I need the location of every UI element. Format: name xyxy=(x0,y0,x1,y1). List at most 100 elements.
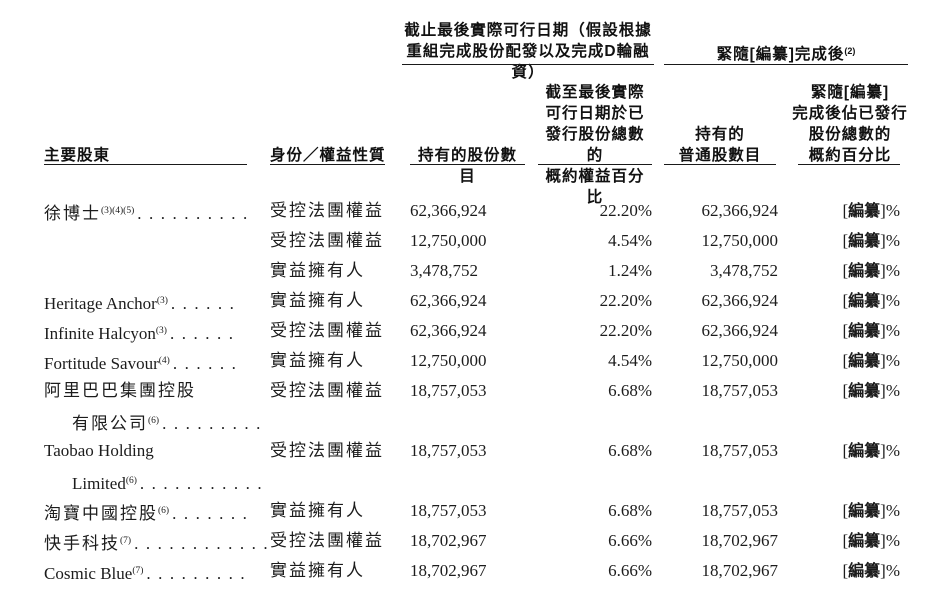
shares-held-cell: 18,757,053 xyxy=(410,441,487,460)
col-header-interest-pct: 截至最後實際 可行日期於已 發行股份總數的 概約權益百分比 xyxy=(545,84,645,206)
shareholder-name-text: Fortitude Savour xyxy=(44,354,159,373)
shareholder-name: 淘寶中國控股(6)....... xyxy=(44,496,254,529)
identity-cell: 受控法團權益 xyxy=(270,201,384,220)
redacted-close-percent: ]% xyxy=(880,291,900,310)
group-header-rule-left xyxy=(402,64,654,65)
table-row: 受控法團權益 12,750,000 4.54% 12,750,000 [編纂]% xyxy=(0,226,942,256)
shareholder-name: Infinite Halcyon(3)...... xyxy=(44,316,240,349)
redacted-label: 編纂 xyxy=(848,443,881,460)
interest-pct-cell: 6.68% xyxy=(608,441,652,460)
group-header-rule-right xyxy=(664,64,908,65)
redacted-open-bracket: [ xyxy=(842,531,849,550)
redacted-label: 編纂 xyxy=(848,353,881,370)
footnote-superscript: (7) xyxy=(132,566,144,576)
redacted-label: 編纂 xyxy=(848,563,881,580)
post-completion-pct-cell: [編纂]% xyxy=(794,196,900,227)
redacted-label: 編纂 xyxy=(848,503,881,520)
interest-pct-cell: 6.66% xyxy=(608,531,652,550)
redacted-close-percent: ]% xyxy=(880,261,900,280)
redacted-open-bracket: [ xyxy=(842,501,849,520)
shareholder-name: Taobao Holding xyxy=(44,436,154,466)
group-header-latest-practicable-date: 截止最後實際可行日期（假設根據 重組完成股份配發以及完成D輪融資） xyxy=(404,22,652,81)
post-completion-pct-cell: [編纂]% xyxy=(794,256,900,287)
redacted-close-percent: ]% xyxy=(880,501,900,520)
redacted-open-bracket: [ xyxy=(842,261,849,280)
shares-held-cell: 3,478,752 xyxy=(410,261,478,280)
interest-pct-cell: 6.68% xyxy=(608,501,652,520)
dot-leader: ...... xyxy=(169,324,241,343)
interest-pct-cell: 6.68% xyxy=(608,381,652,400)
shareholder-name-text: Infinite Halcyon xyxy=(44,324,156,343)
shares-held-cell: 18,757,053 xyxy=(410,501,487,520)
dot-leader: ........... xyxy=(139,474,270,493)
dot-leader: ......... xyxy=(162,414,268,433)
shareholder-name: 快手科技(7)............ xyxy=(44,526,275,559)
ordinary-shares-cell: 12,750,000 xyxy=(701,231,779,250)
redacted-label: 編纂 xyxy=(848,533,881,550)
shares-held-cell: 62,366,924 xyxy=(410,321,487,340)
redacted-open-bracket: [ xyxy=(842,291,849,310)
redacted-close-percent: ]% xyxy=(880,321,900,340)
col-rule-ordinary-shares xyxy=(664,164,776,165)
redacted-label: 編纂 xyxy=(848,323,881,340)
table-row: Taobao Holding Limited(6)........... 受控法團權… xyxy=(0,436,942,496)
redacted-label: 編纂 xyxy=(848,263,881,280)
redacted-label: 編纂 xyxy=(848,203,881,220)
interest-pct-cell: 1.24% xyxy=(608,261,652,280)
post-completion-pct-cell: [編纂]% xyxy=(794,526,900,557)
ordinary-shares-cell: 18,757,053 xyxy=(701,501,779,520)
col-header-major-shareholders: 主要股東 xyxy=(44,147,111,164)
redacted-open-bracket: [ xyxy=(842,201,849,220)
shareholder-name: 阿里巴巴集團控股 xyxy=(44,376,196,406)
table-row: 阿里巴巴集團控股 有限公司(6)......... 受控法團權益 18,757,053… xyxy=(0,376,942,436)
group-header-post-completion: 緊隨[編纂]完成後(2) xyxy=(664,41,908,65)
shares-held-cell: 12,750,000 xyxy=(410,231,487,250)
col-rule-major-shareholders xyxy=(44,164,247,165)
identity-cell: 受控法團權益 xyxy=(270,381,384,400)
post-completion-pct-cell: [編纂]% xyxy=(794,496,900,527)
table-row: Fortitude Savour(4)...... 實益擁有人 12,750,000… xyxy=(0,346,942,376)
interest-pct-cell: 22.20% xyxy=(599,201,652,220)
footnote-superscript: (3) xyxy=(155,326,167,336)
col-header-identity-nature: 身份／權益性質 xyxy=(270,147,386,164)
post-completion-pct-cell: [編纂]% xyxy=(794,316,900,347)
identity-cell: 受控法團權益 xyxy=(270,531,384,550)
footnote-superscript: (6) xyxy=(148,416,160,426)
redacted-label: 編纂 xyxy=(848,293,881,310)
shares-held-cell: 62,366,924 xyxy=(410,291,487,310)
footnote-superscript: (3)(4)(5) xyxy=(101,206,135,216)
shareholder-name: Heritage Anchor(3)...... xyxy=(44,286,241,319)
shareholder-name-text: Heritage Anchor xyxy=(44,294,157,313)
identity-cell: 實益擁有人 xyxy=(270,501,365,520)
interest-pct-cell: 22.20% xyxy=(599,321,652,340)
col-header-ordinary-shares: 持有的 普通股數目 xyxy=(678,126,762,164)
redacted-close-percent: ]% xyxy=(880,531,900,550)
identity-cell: 實益擁有人 xyxy=(270,561,365,580)
shares-held-cell: 18,757,053 xyxy=(410,381,487,400)
redacted-label: 編纂 xyxy=(848,383,881,400)
identity-cell: 受控法團權益 xyxy=(270,231,384,250)
ordinary-shares-cell: 18,757,053 xyxy=(701,381,779,400)
interest-pct-cell: 4.54% xyxy=(608,351,652,370)
shareholder-name-text: 淘寶中國控股 xyxy=(44,504,158,523)
ordinary-shares-cell: 18,757,053 xyxy=(701,441,779,460)
shareholder-name: 徐博士(3)(4)(5).......... xyxy=(44,196,255,229)
post-completion-pct-cell: [編纂]% xyxy=(794,376,900,407)
shares-held-cell: 18,702,967 xyxy=(410,561,487,580)
footnote-superscript: (7) xyxy=(120,536,132,546)
shareholder-name: Fortitude Savour(4)...... xyxy=(44,346,243,379)
table-row: Cosmic Blue(7)......... 實益擁有人 18,702,967 6.… xyxy=(0,556,942,586)
table-row: 快手科技(7)............ 受控法團權益 18,702,967 6.66%… xyxy=(0,526,942,556)
interest-pct-cell: 22.20% xyxy=(599,291,652,310)
col-rule-identity-nature xyxy=(270,164,385,165)
table-row: 實益擁有人 3,478,752 1.24% 3,478,752 [編纂]% xyxy=(0,256,942,286)
col-header-post-completion-pct: 緊隨[編纂] 完成後佔已發行 股份總數的 概約百分比 xyxy=(792,84,908,164)
footnote-superscript: (6) xyxy=(125,476,137,486)
post-completion-pct-cell: [編纂]% xyxy=(794,436,900,467)
group-header-post-completion-text: 緊隨[編纂]完成後 xyxy=(716,46,845,63)
redacted-open-bracket: [ xyxy=(842,441,849,460)
footnote-superscript: (2) xyxy=(844,46,856,56)
shares-held-cell: 12,750,000 xyxy=(410,351,487,370)
shares-held-cell: 18,702,967 xyxy=(410,531,487,550)
